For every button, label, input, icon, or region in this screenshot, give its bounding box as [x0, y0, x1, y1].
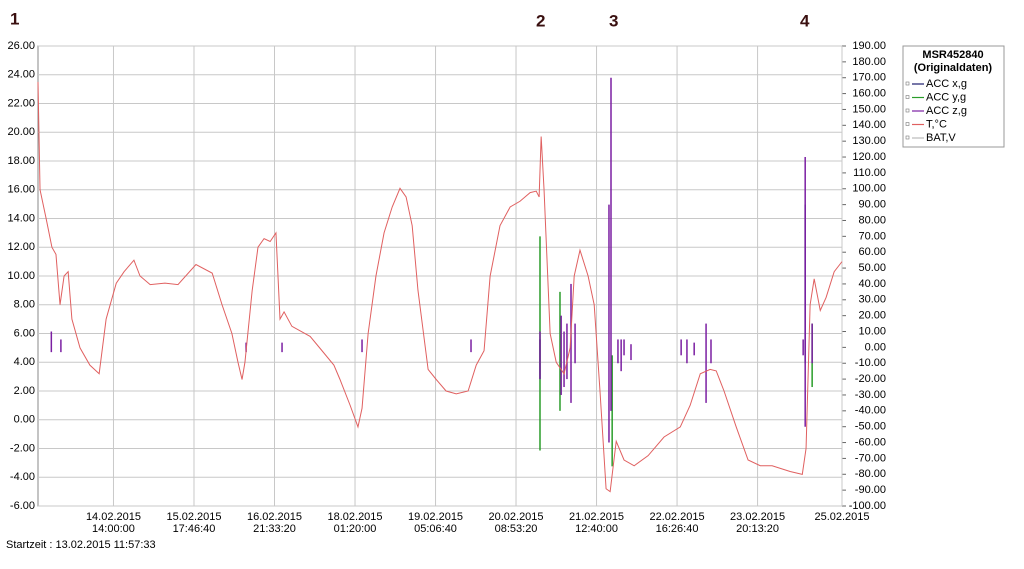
y2-tick-label: 80.00 — [858, 214, 886, 226]
y2-tick-label: 180.00 — [852, 56, 886, 68]
x-tick-label: 20.02.2015 08:53:20 — [488, 511, 543, 535]
y2-tick-label: 10.00 — [858, 325, 886, 337]
y-tick-label: 2.00 — [14, 385, 35, 397]
y-tick-label: 12.00 — [7, 241, 35, 253]
y2-tick-label: -10.00 — [855, 357, 886, 369]
y2-tick-label: -90.00 — [855, 484, 886, 496]
y2-tick-label: -100.00 — [849, 500, 886, 512]
y2-tick-label: 90.00 — [858, 199, 886, 211]
annotation: 1 — [10, 9, 19, 28]
y-tick-label: 6.00 — [14, 327, 35, 339]
y-tick-label: 22.00 — [7, 97, 35, 109]
y-tick-label: 14.00 — [7, 212, 35, 224]
y-tick-label: 10.00 — [7, 270, 35, 282]
y-tick-label: 16.00 — [7, 184, 35, 196]
y2-tick-label: -20.00 — [855, 373, 886, 385]
y-tick-label: 0.00 — [14, 414, 35, 426]
y2-tick-label: 20.00 — [858, 310, 886, 322]
y2-tick-label: 70.00 — [858, 230, 886, 242]
x-tick-label: 23.02.2015 20:13:20 — [730, 511, 785, 535]
legend-label: ACC z,g — [926, 105, 967, 117]
legend-title: MSR452840 — [922, 49, 983, 61]
y-tick-label: 8.00 — [14, 299, 35, 311]
x-tick-label: 19.02.2015 05:06:40 — [408, 511, 463, 535]
legend-marker — [905, 81, 910, 86]
annotation: 4 — [800, 11, 810, 30]
y2-tick-label: -50.00 — [855, 421, 886, 433]
y-tick-label: 26.00 — [7, 40, 35, 52]
temperature-line — [37, 81, 843, 493]
y2-tick-label: 0.00 — [865, 341, 886, 353]
y2-tick-label: 100.00 — [852, 183, 886, 195]
x-tick-label: 15.02.2015 17:46:40 — [166, 511, 221, 535]
y2-tick-label: -60.00 — [855, 436, 886, 448]
y2-tick-label: 50.00 — [858, 262, 886, 274]
x-tick-label: 18.02.2015 01:20:00 — [327, 511, 382, 535]
y-tick-label: 4.00 — [14, 356, 35, 368]
y2-tick-label: 140.00 — [852, 119, 886, 131]
y2-tick-label: -40.00 — [855, 405, 886, 417]
legend-label: BAT,V — [926, 132, 956, 144]
y-tick-label: -4.00 — [10, 471, 35, 483]
y-tick-label: -6.00 — [10, 500, 35, 512]
y2-tick-label: 170.00 — [852, 72, 886, 84]
x-tick-label: 14.02.2015 14:00:00 — [86, 511, 141, 535]
legend-marker — [905, 108, 910, 113]
annotation: 3 — [609, 11, 618, 30]
x-tick-label: 21.02.2015 12:40:00 — [569, 511, 624, 535]
legend-marker — [905, 135, 910, 140]
y2-tick-label: 120.00 — [852, 151, 886, 163]
legend-label: T,°C — [926, 118, 947, 130]
y2-tick-label: 160.00 — [852, 87, 886, 99]
y-tick-label: 24.00 — [7, 69, 35, 81]
x-tick-label: 22.02.2015 16:26:40 — [650, 511, 705, 535]
x-tick-label: 16.02.2015 21:33:20 — [247, 511, 302, 535]
y2-tick-label: 30.00 — [858, 294, 886, 306]
legend-label: ACC y,g — [926, 91, 966, 103]
legend-marker — [905, 122, 910, 126]
legend-label: ACC x,g — [926, 78, 967, 90]
legend-marker — [905, 95, 910, 99]
legend — [902, 45, 1005, 148]
y2-tick-label: -70.00 — [855, 452, 886, 464]
legend-title: (Originaldaten) — [914, 62, 993, 74]
y-tick-label: 18.00 — [7, 155, 35, 167]
y-tick-label: 20.00 — [7, 126, 35, 138]
y2-tick-label: 60.00 — [858, 246, 886, 258]
annotation: 2 — [536, 11, 545, 30]
y2-tick-label: 150.00 — [852, 103, 886, 115]
y-tick-label: -2.00 — [10, 442, 35, 454]
y2-tick-label: 40.00 — [858, 278, 886, 290]
x-tick-label: 25.02.2015 — [814, 511, 869, 523]
y2-tick-label: 130.00 — [852, 135, 886, 147]
y2-tick-label: -30.00 — [855, 389, 886, 401]
start-time: Startzeit : 13.02.2015 11:57:33 — [6, 539, 156, 551]
y2-tick-label: 190.00 — [852, 40, 886, 52]
y2-tick-label: -80.00 — [855, 468, 886, 480]
y2-tick-label: 110.00 — [853, 167, 886, 179]
